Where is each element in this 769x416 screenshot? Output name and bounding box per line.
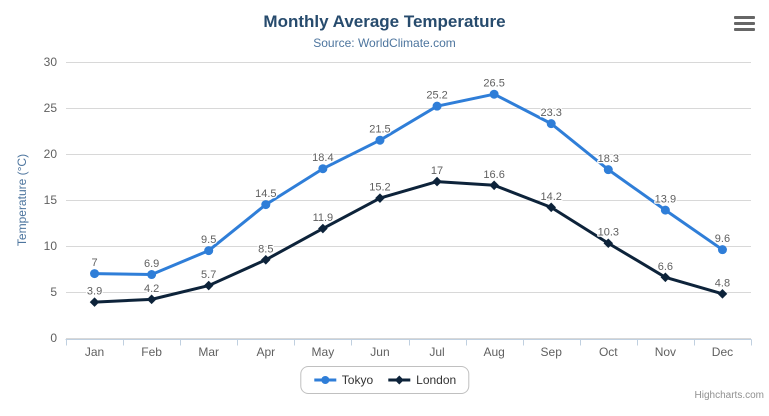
data-point-marker[interactable] [660, 272, 671, 283]
x-axis-tick-label: May [312, 345, 335, 359]
data-point-marker[interactable] [147, 270, 157, 280]
chart-title: Monthly Average Temperature [263, 12, 506, 31]
x-axis-tick-label: Aug [483, 345, 504, 359]
data-point-marker[interactable] [375, 193, 385, 203]
context-menu-button[interactable] [734, 16, 755, 31]
data-label: 4.8 [715, 277, 730, 289]
data-label: 4.2 [144, 283, 159, 295]
x-axis-tick-label: Oct [599, 345, 618, 359]
data-label: 7 [91, 257, 97, 269]
y-axis-tick-label: 15 [44, 193, 58, 207]
legend-item-tokyo[interactable]: Tokyo [313, 373, 373, 387]
legend-item-label: Tokyo [341, 373, 374, 387]
y-axis-tick-label: 25 [44, 101, 58, 115]
x-axis-tick-label: Apr [256, 345, 275, 359]
data-label: 16.6 [483, 169, 504, 181]
data-point-marker[interactable] [260, 255, 271, 265]
data-label: 25.2 [426, 90, 447, 102]
x-axis-tick-label: Mar [198, 345, 219, 359]
legend-item-label: London [416, 373, 457, 387]
data-label: 17 [431, 165, 443, 177]
legend-item-london[interactable]: London [387, 373, 456, 387]
data-label: 6.9 [144, 258, 159, 270]
x-axis-tick-label: Dec [712, 345, 733, 359]
data-label: 13.9 [655, 194, 676, 206]
data-label: 6.6 [658, 261, 673, 273]
credits-link[interactable]: Highcharts.com [694, 390, 764, 401]
hamburger-menu-icon [734, 28, 755, 31]
data-point-marker[interactable] [717, 245, 727, 255]
x-axis-tick-label: Feb [141, 345, 162, 359]
x-axis-tick-label: Nov [655, 345, 676, 359]
data-point-marker[interactable] [90, 269, 100, 279]
data-point-marker[interactable] [261, 200, 271, 210]
series-line-london[interactable] [93, 180, 724, 304]
y-axis-tick-label: 0 [50, 331, 57, 345]
data-label: 18.4 [312, 152, 333, 164]
data-point-marker[interactable] [204, 246, 214, 256]
data-label: 11.9 [313, 212, 334, 224]
y-axis-title: Temperature (°C) [15, 154, 29, 246]
data-point-marker[interactable] [432, 176, 442, 187]
chart-subtitle: Source: WorldClimate.com [313, 36, 456, 50]
data-label: 14.5 [255, 188, 276, 200]
x-axis-tick-label: Jun [370, 345, 389, 359]
data-point-marker[interactable] [546, 202, 557, 213]
hamburger-menu-icon [734, 16, 755, 19]
data-label: 8.5 [258, 243, 273, 255]
data-point-marker[interactable] [489, 89, 499, 99]
legend: Tokyo London [299, 366, 470, 394]
y-axis-tick-label: 5 [50, 285, 57, 299]
data-label: 10.3 [598, 227, 619, 239]
data-label: 21.5 [369, 124, 390, 136]
data-label: 14.2 [540, 191, 561, 203]
data-label: 15.2 [369, 182, 390, 194]
data-label: 9.6 [715, 233, 730, 245]
data-point-marker[interactable] [89, 297, 100, 307]
data-point-marker[interactable] [489, 180, 499, 191]
data-label: 3.9 [87, 286, 102, 298]
data-point-marker[interactable] [603, 238, 614, 249]
data-point-marker[interactable] [318, 223, 328, 234]
series-line-tokyo[interactable] [93, 92, 724, 277]
data-point-marker[interactable] [717, 289, 728, 299]
data-point-marker[interactable] [660, 205, 670, 215]
data-point-marker[interactable] [603, 165, 613, 175]
circle-marker-icon [313, 376, 336, 384]
data-point-marker[interactable] [375, 135, 385, 145]
data-point-marker[interactable] [432, 101, 442, 111]
y-axis-tick-label: 10 [44, 239, 58, 253]
data-label: 5.7 [201, 269, 216, 281]
data-label: 23.3 [540, 107, 561, 119]
diamond-marker-icon [388, 375, 411, 385]
data-label: 26.5 [483, 78, 504, 90]
data-point-marker[interactable] [546, 119, 556, 129]
x-axis-tick-label: Jan [85, 345, 104, 359]
hamburger-menu-icon [734, 22, 755, 25]
data-label: 9.5 [201, 234, 216, 246]
y-axis-tick-label: 30 [44, 55, 58, 69]
x-axis-tick-label: Sep [541, 345, 563, 359]
data-point-marker[interactable] [318, 164, 328, 174]
data-point-marker[interactable] [146, 294, 157, 305]
x-axis-tick-label: Jul [429, 345, 444, 359]
data-point-marker[interactable] [203, 280, 214, 291]
data-label: 18.3 [598, 153, 619, 165]
y-axis-tick-label: 20 [44, 147, 58, 161]
